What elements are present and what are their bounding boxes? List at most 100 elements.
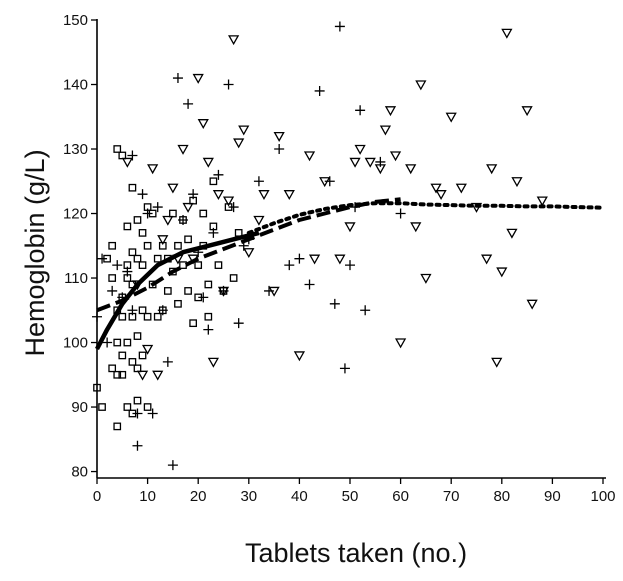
x-tick-label: 20	[190, 488, 207, 505]
y-tick-label: 100	[63, 335, 88, 352]
x-axis-title: Tablets taken (no.)	[245, 538, 467, 568]
data-point-plus	[329, 298, 340, 309]
data-point-plus	[233, 318, 244, 329]
data-point-square	[128, 248, 137, 257]
y-tick-label: 80	[71, 464, 88, 481]
data-point-triangle	[293, 351, 306, 362]
data-point-square	[133, 364, 142, 373]
x-tick-label: 50	[342, 488, 359, 505]
data-point-square	[153, 312, 162, 321]
data-point-square	[113, 370, 122, 379]
data-point-triangle	[192, 73, 204, 84]
data-point-square	[133, 254, 142, 263]
data-point-square	[143, 312, 152, 321]
data-point-plus	[183, 98, 194, 109]
data-point-triangle	[238, 125, 250, 136]
data-point-triangle	[394, 338, 407, 349]
data-point-square	[184, 235, 192, 244]
data-point-square	[133, 216, 142, 224]
data-point-square	[108, 274, 117, 282]
data-point-plus	[127, 305, 138, 316]
data-point-square	[138, 261, 147, 269]
data-point-triangle	[410, 222, 422, 233]
y-tick-label: 110	[64, 270, 88, 287]
data-point-square	[234, 229, 243, 237]
data-point-triangle	[228, 35, 240, 46]
x-tick-label: 10	[139, 488, 156, 505]
data-point-plus	[208, 227, 219, 238]
data-point-square	[108, 364, 117, 373]
y-axis-title: Hemoglobin (g/L)	[20, 149, 50, 356]
x-tick-label: 40	[291, 488, 308, 505]
data-point-triangle	[364, 157, 376, 168]
data-point-plus	[152, 202, 163, 213]
data-point-triangle	[233, 138, 245, 149]
data-point-square	[118, 151, 127, 160]
data-point-plus	[132, 440, 143, 451]
y-tick-label: 130	[63, 141, 88, 158]
data-point-square	[163, 287, 172, 295]
data-point-triangle	[182, 202, 194, 213]
data-point-triangle	[253, 215, 265, 226]
data-point-square	[179, 261, 187, 269]
data-point-square	[174, 299, 182, 308]
data-point-square	[113, 338, 122, 347]
data-point-triangle	[521, 106, 533, 117]
data-point-square	[118, 351, 127, 360]
data-point-triangle	[349, 157, 361, 168]
data-point-plus	[304, 279, 315, 290]
data-point-triangle	[511, 177, 523, 188]
data-point-plus	[253, 176, 264, 187]
data-point-triangle	[496, 267, 508, 278]
data-point-square	[138, 306, 147, 315]
data-point-triangle	[121, 157, 133, 168]
data-point-square	[143, 241, 152, 250]
data-point-triangle	[136, 370, 149, 381]
data-point-triangle	[491, 357, 503, 368]
data-point-square	[184, 287, 192, 295]
data-point-plus	[314, 85, 325, 96]
data-point-square	[214, 261, 223, 269]
data-point-square	[174, 241, 182, 250]
plot-area	[92, 21, 605, 471]
data-point-square	[123, 403, 132, 411]
data-point-plus	[223, 79, 234, 90]
data-point-triangle	[405, 164, 417, 175]
data-point-triangle	[258, 190, 270, 200]
data-point-plus	[284, 260, 295, 271]
data-point-plus	[167, 460, 178, 471]
data-point-square	[133, 332, 142, 340]
x-tick-label: 70	[443, 488, 460, 505]
data-point-plus	[102, 337, 113, 348]
data-point-square	[204, 280, 213, 289]
data-point-square	[128, 183, 137, 192]
data-point-plus	[395, 208, 406, 219]
data-point-square	[143, 403, 152, 411]
data-point-square	[98, 403, 106, 411]
data-point-plus	[147, 408, 158, 419]
data-point-square	[133, 396, 142, 405]
data-point-triangle	[222, 196, 235, 207]
data-point-plus	[137, 189, 148, 200]
data-point-triangle	[536, 196, 548, 207]
data-point-square	[189, 319, 197, 328]
x-tick-label: 80	[493, 488, 510, 505]
data-point-triangle	[445, 112, 457, 123]
data-point-plus	[228, 202, 239, 213]
data-point-triangle	[435, 190, 447, 200]
data-point-triangle	[374, 164, 386, 175]
data-point-triangle	[506, 228, 518, 239]
data-point-square	[123, 338, 132, 347]
data-point-triangle	[430, 183, 442, 194]
data-point-plus	[213, 169, 224, 180]
y-tick-label: 120	[63, 206, 88, 223]
data-point-square	[123, 222, 132, 231]
data-point-triangle	[481, 254, 493, 265]
x-tick-label: 100	[590, 488, 615, 505]
data-point-triangle	[207, 357, 219, 368]
data-point-square	[209, 177, 218, 186]
data-point-triangle	[152, 370, 164, 381]
data-point-triangle	[202, 157, 214, 168]
data-point-triangle	[319, 177, 331, 188]
fit-curve-dashed	[96, 197, 401, 313]
